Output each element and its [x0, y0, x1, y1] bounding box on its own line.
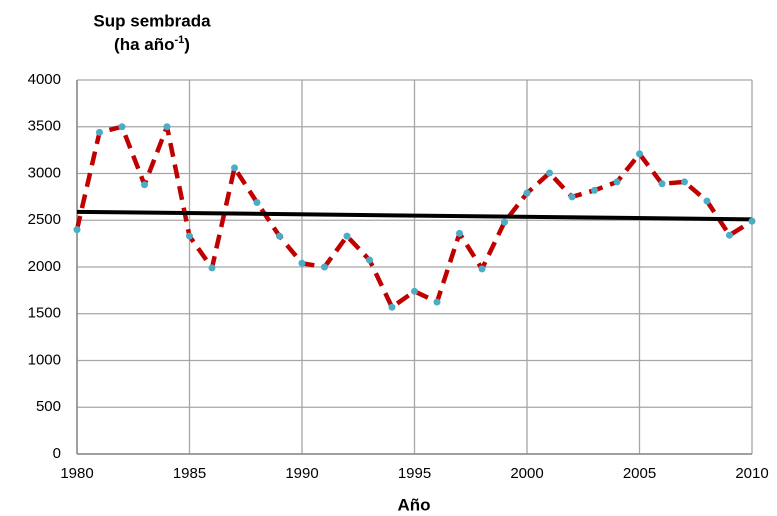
data-point — [343, 232, 351, 240]
data-point — [366, 256, 373, 264]
unit-sup: -1 — [175, 34, 185, 46]
x-tick-label: 2010 — [735, 465, 768, 482]
data-point — [591, 186, 598, 194]
unit-close: ) — [184, 35, 190, 54]
data-point — [163, 123, 171, 131]
x-tick-label: 1995 — [398, 465, 431, 482]
data-point — [118, 123, 126, 131]
data-point — [141, 181, 148, 189]
data-point — [613, 178, 621, 186]
data-point — [276, 232, 283, 240]
trend-line — [76, 209, 753, 222]
data-point — [456, 229, 463, 237]
data-point — [231, 164, 238, 172]
data-point — [253, 198, 261, 206]
y-tick-label: 4000 — [28, 71, 61, 88]
y-tick-label: 500 — [36, 398, 61, 415]
data-point — [726, 231, 733, 239]
y-tick-label: 2500 — [28, 211, 61, 228]
x-tick-label: 2000 — [510, 465, 543, 482]
data-point — [186, 232, 193, 240]
data-point — [411, 287, 418, 295]
data-point — [501, 218, 508, 226]
data-point — [321, 263, 328, 271]
data-point — [388, 303, 396, 311]
data-point — [658, 180, 666, 188]
data-point — [568, 193, 576, 201]
x-tick-label: 1990 — [285, 465, 318, 482]
x-axis-title: Año — [397, 495, 430, 514]
data-point — [523, 189, 531, 197]
data-point — [298, 259, 306, 267]
y-tick-label: 3500 — [28, 118, 61, 135]
y-tick-label: 0 — [53, 445, 61, 462]
y-axis-unit: (ha año-1) — [114, 34, 190, 55]
data-point — [748, 217, 756, 225]
data-point — [73, 226, 81, 234]
data-point — [433, 298, 441, 306]
x-tick-label: 1985 — [173, 465, 206, 482]
data-point — [546, 169, 553, 177]
y-axis-title: Sup sembrada — [93, 11, 211, 30]
y-tick-label: 2000 — [28, 258, 61, 275]
data-point — [208, 264, 216, 272]
unit-text: (ha año — [114, 35, 174, 54]
y-tick-label: 1000 — [28, 351, 61, 368]
data-point — [96, 128, 103, 136]
data-point — [681, 178, 688, 186]
y-tick-label: 1500 — [28, 305, 61, 322]
x-tick-label: 2005 — [623, 465, 656, 482]
data-point — [636, 150, 643, 158]
x-tick-label: 1980 — [60, 465, 93, 482]
data-point — [703, 197, 711, 205]
data-point — [478, 265, 486, 273]
y-tick-label: 3000 — [28, 164, 61, 181]
